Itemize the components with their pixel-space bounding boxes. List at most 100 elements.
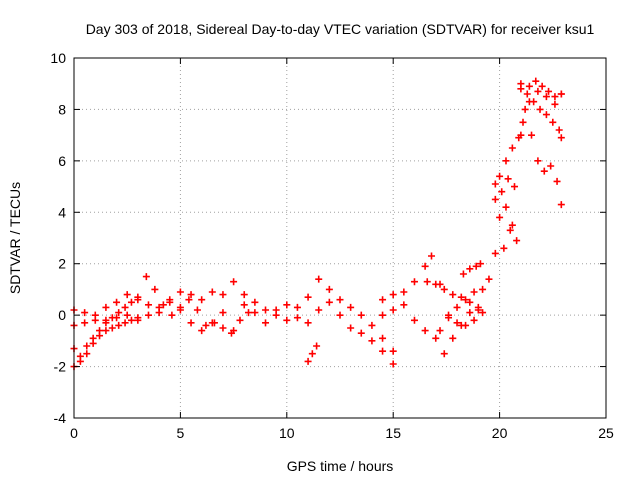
data-point	[240, 291, 248, 299]
data-point	[108, 314, 116, 322]
data-point	[325, 298, 333, 306]
data-point	[389, 347, 397, 355]
data-point	[491, 195, 499, 203]
data-point	[479, 309, 487, 317]
y-tick-label: 8	[58, 101, 66, 117]
data-point	[202, 321, 210, 329]
data-point	[502, 203, 510, 211]
data-point	[127, 298, 135, 306]
data-point	[551, 93, 559, 101]
data-point	[498, 188, 506, 196]
data-point	[325, 285, 333, 293]
data-point	[127, 316, 135, 324]
x-tick-label: 0	[70, 425, 78, 441]
data-point	[466, 265, 474, 273]
series-track-m	[491, 77, 565, 188]
y-tick-label: -4	[54, 410, 67, 426]
data-point	[357, 329, 365, 337]
data-point	[379, 311, 387, 319]
data-point	[102, 319, 110, 327]
data-point	[449, 334, 457, 342]
data-point	[432, 280, 440, 288]
data-point	[436, 327, 444, 335]
data-point	[557, 90, 565, 98]
x-tick-label: 25	[598, 425, 614, 441]
data-point	[347, 324, 355, 332]
data-point	[308, 350, 316, 358]
data-point	[536, 105, 544, 113]
data-point	[428, 252, 436, 260]
data-point	[506, 226, 514, 234]
data-point	[508, 144, 516, 152]
data-point	[102, 303, 110, 311]
data-point	[462, 296, 470, 304]
data-point	[219, 324, 227, 332]
plot-frame	[73, 57, 607, 419]
data-point	[198, 327, 206, 335]
data-point	[432, 334, 440, 342]
data-point	[557, 134, 565, 142]
x-tick-label: 10	[279, 425, 295, 441]
data-point	[168, 311, 176, 319]
series-track-n	[491, 105, 565, 209]
data-point	[523, 90, 531, 98]
data-point	[470, 288, 478, 296]
data-point	[357, 311, 365, 319]
data-point	[293, 314, 301, 322]
y-axis-label: SDTVAR / TECUs	[7, 182, 23, 294]
data-point	[528, 131, 536, 139]
series-track-o	[517, 85, 565, 142]
data-point	[379, 296, 387, 304]
data-point	[240, 301, 248, 309]
data-point	[210, 319, 218, 327]
data-point	[496, 213, 504, 221]
data-point	[227, 329, 235, 337]
data-point	[155, 303, 163, 311]
data-point	[389, 360, 397, 368]
data-point	[347, 303, 355, 311]
x-tick-label: 15	[385, 425, 401, 441]
data-point	[262, 319, 270, 327]
data-point	[517, 85, 525, 93]
data-point	[89, 339, 97, 347]
data-point	[400, 288, 408, 296]
tick-labels: 0 5 10 15 20 25 -4 -2 0 2 4 6 8 10	[50, 50, 614, 441]
y-tick-label: 0	[58, 307, 66, 323]
data-point	[144, 301, 152, 309]
data-point	[198, 296, 206, 304]
data-points	[70, 77, 565, 371]
data-point	[115, 309, 123, 317]
data-point	[368, 337, 376, 345]
data-point	[491, 180, 499, 188]
data-point	[96, 327, 104, 335]
data-point	[251, 309, 259, 317]
data-point	[389, 306, 397, 314]
data-point	[542, 93, 550, 101]
data-point	[134, 293, 142, 301]
data-point	[389, 291, 397, 299]
data-point	[421, 327, 429, 335]
data-point	[551, 100, 559, 108]
data-point	[159, 301, 167, 309]
data-point	[545, 87, 553, 95]
data-point	[193, 306, 201, 314]
data-point	[144, 311, 152, 319]
data-point	[219, 309, 227, 317]
data-point	[470, 316, 478, 324]
data-point	[513, 237, 521, 245]
x-axis-label: GPS time / hours	[287, 458, 394, 474]
data-point	[547, 162, 555, 170]
data-point	[500, 244, 508, 252]
data-point	[236, 316, 244, 324]
data-point	[208, 288, 216, 296]
data-point	[532, 77, 540, 85]
data-point	[336, 311, 344, 319]
y-tick-label: 6	[58, 153, 66, 169]
data-point	[466, 298, 474, 306]
series-track-p	[500, 226, 521, 252]
data-point	[440, 350, 448, 358]
data-point	[453, 319, 461, 327]
data-point	[115, 321, 123, 329]
data-point	[485, 275, 493, 283]
data-point	[121, 319, 129, 327]
